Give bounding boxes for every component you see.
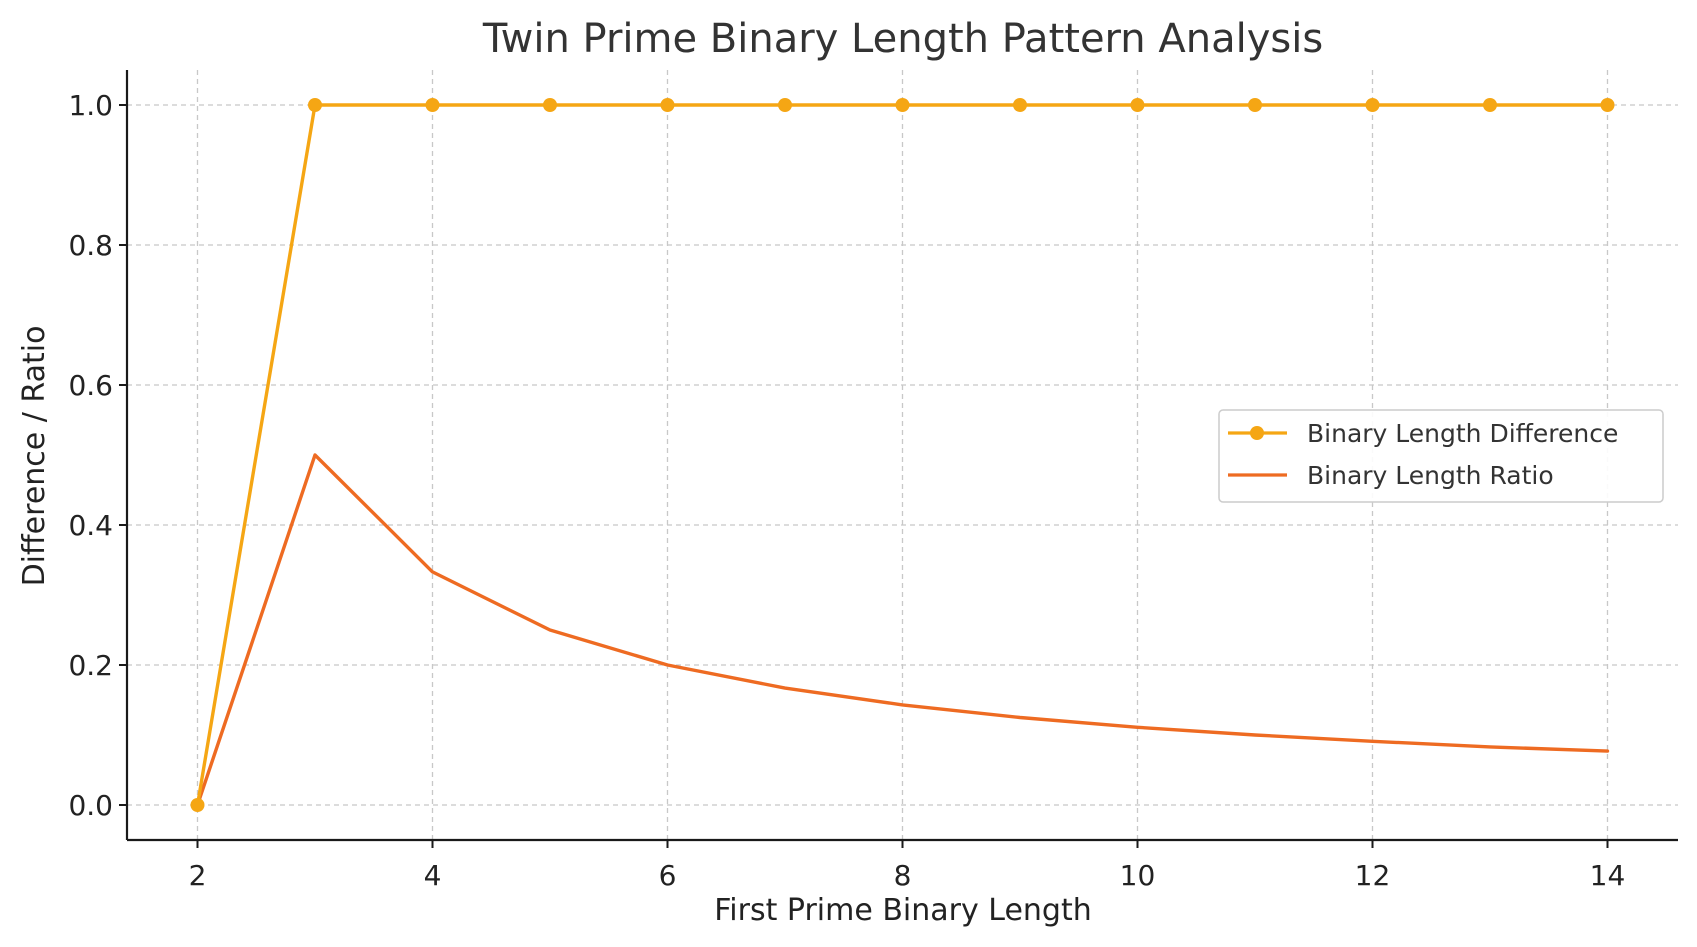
difference-point	[1483, 98, 1497, 112]
y-tick-label: 0.6	[68, 369, 113, 402]
y-tick-label: 0.8	[68, 229, 113, 262]
difference-point	[1130, 98, 1145, 112]
difference-point	[1365, 98, 1380, 112]
difference-point	[1600, 98, 1615, 112]
difference-point	[190, 798, 205, 812]
legend: Binary Length Difference Binary Length R…	[1218, 409, 1664, 503]
x-tick-label: 14	[1590, 859, 1626, 892]
difference-point	[425, 98, 440, 112]
difference-point	[895, 98, 910, 112]
x-tick-label: 8	[894, 859, 912, 892]
difference-point	[778, 98, 792, 112]
x-tick-label: 4	[424, 859, 442, 892]
axes: 2 4 6 8 10 12 14 0.0 0.2 0.4 0.6 0.8 1.0	[68, 70, 1678, 892]
difference-point	[543, 98, 557, 112]
y-tick-label: 0.0	[68, 789, 113, 822]
chart-title: Twin Prime Binary Length Pattern Analysi…	[482, 16, 1323, 62]
difference-point	[308, 98, 322, 112]
x-tick-label: 2	[189, 859, 207, 892]
plot-series	[190, 98, 1615, 812]
x-tick-label: 10	[1120, 859, 1156, 892]
x-tick-label: 6	[659, 859, 677, 892]
difference-point	[660, 98, 675, 112]
x-tick-label: 12	[1355, 859, 1391, 892]
legend-label-ratio: Binary Length Ratio	[1307, 461, 1554, 490]
legend-marker-difference	[1250, 426, 1264, 440]
y-tick-label: 1.0	[68, 89, 113, 122]
difference-point	[1013, 98, 1027, 112]
y-axis-label: Difference / Ratio	[17, 326, 52, 587]
legend-box	[1218, 409, 1664, 503]
x-axis-label: First Prime Binary Length	[714, 893, 1092, 928]
difference-point	[1248, 98, 1262, 112]
legend-label-difference: Binary Length Difference	[1307, 419, 1618, 448]
y-tick-label: 0.2	[68, 649, 113, 682]
series-line-ratio	[195, 453, 1610, 807]
y-tick-label: 0.4	[68, 509, 113, 542]
